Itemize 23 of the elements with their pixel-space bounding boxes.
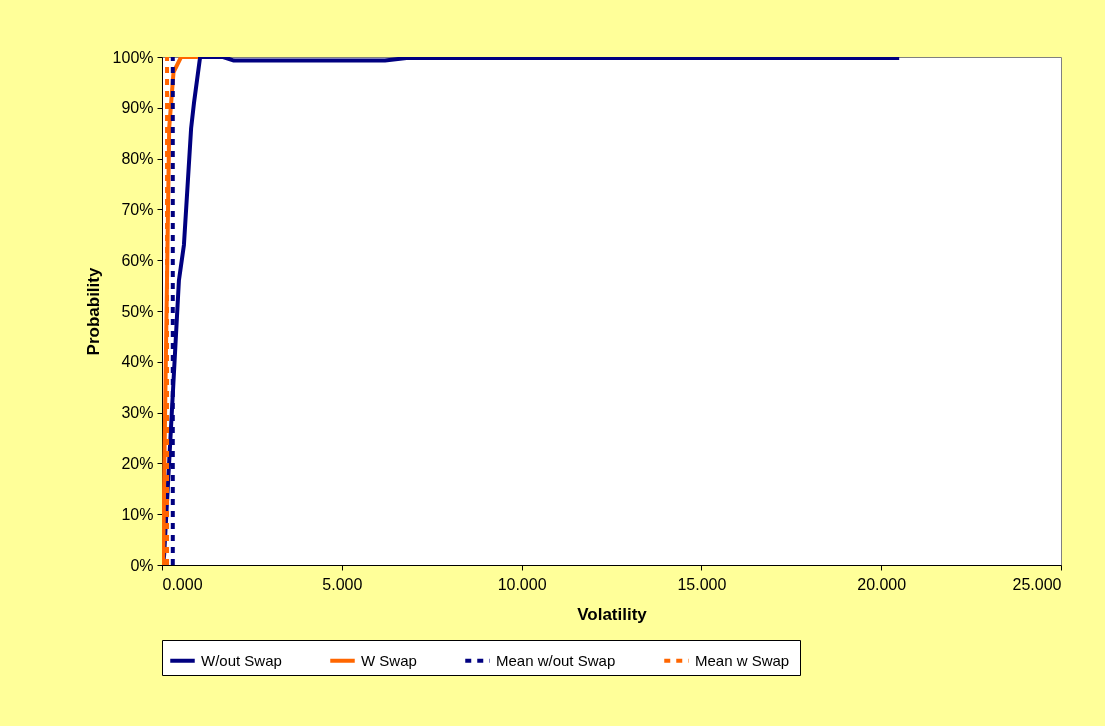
y-tick-label: 0% (130, 556, 154, 574)
x-axis-title: Volatility (577, 604, 648, 624)
y-tick-label: 10% (121, 505, 154, 523)
x-tick-label: 0.000 (162, 575, 203, 593)
x-tick-label: 5.000 (322, 575, 363, 593)
y-tick-label: 40% (121, 353, 154, 371)
x-tick-label: 10.000 (497, 575, 547, 593)
x-tick-label: 20.000 (857, 575, 907, 593)
y-tick-label: 80% (121, 150, 154, 168)
legend-label: W Swap (361, 651, 417, 669)
legend-label: Mean w Swap (695, 651, 790, 669)
y-tick-label: 20% (121, 454, 154, 472)
x-tick-label: 25.000 (1012, 575, 1062, 593)
y-tick-label: 30% (121, 404, 154, 422)
legend-label: Mean w/out Swap (496, 651, 616, 669)
x-tick-label: 15.000 (677, 575, 727, 593)
y-tick-label: 60% (121, 251, 154, 269)
y-tick-label: 100% (112, 48, 154, 66)
y-axis-title: Probability (83, 267, 103, 356)
y-tick-label: 70% (121, 200, 154, 218)
legend-label: W/out Swap (201, 651, 282, 669)
y-tick-label: 90% (121, 99, 154, 117)
y-tick-label: 50% (121, 302, 154, 320)
